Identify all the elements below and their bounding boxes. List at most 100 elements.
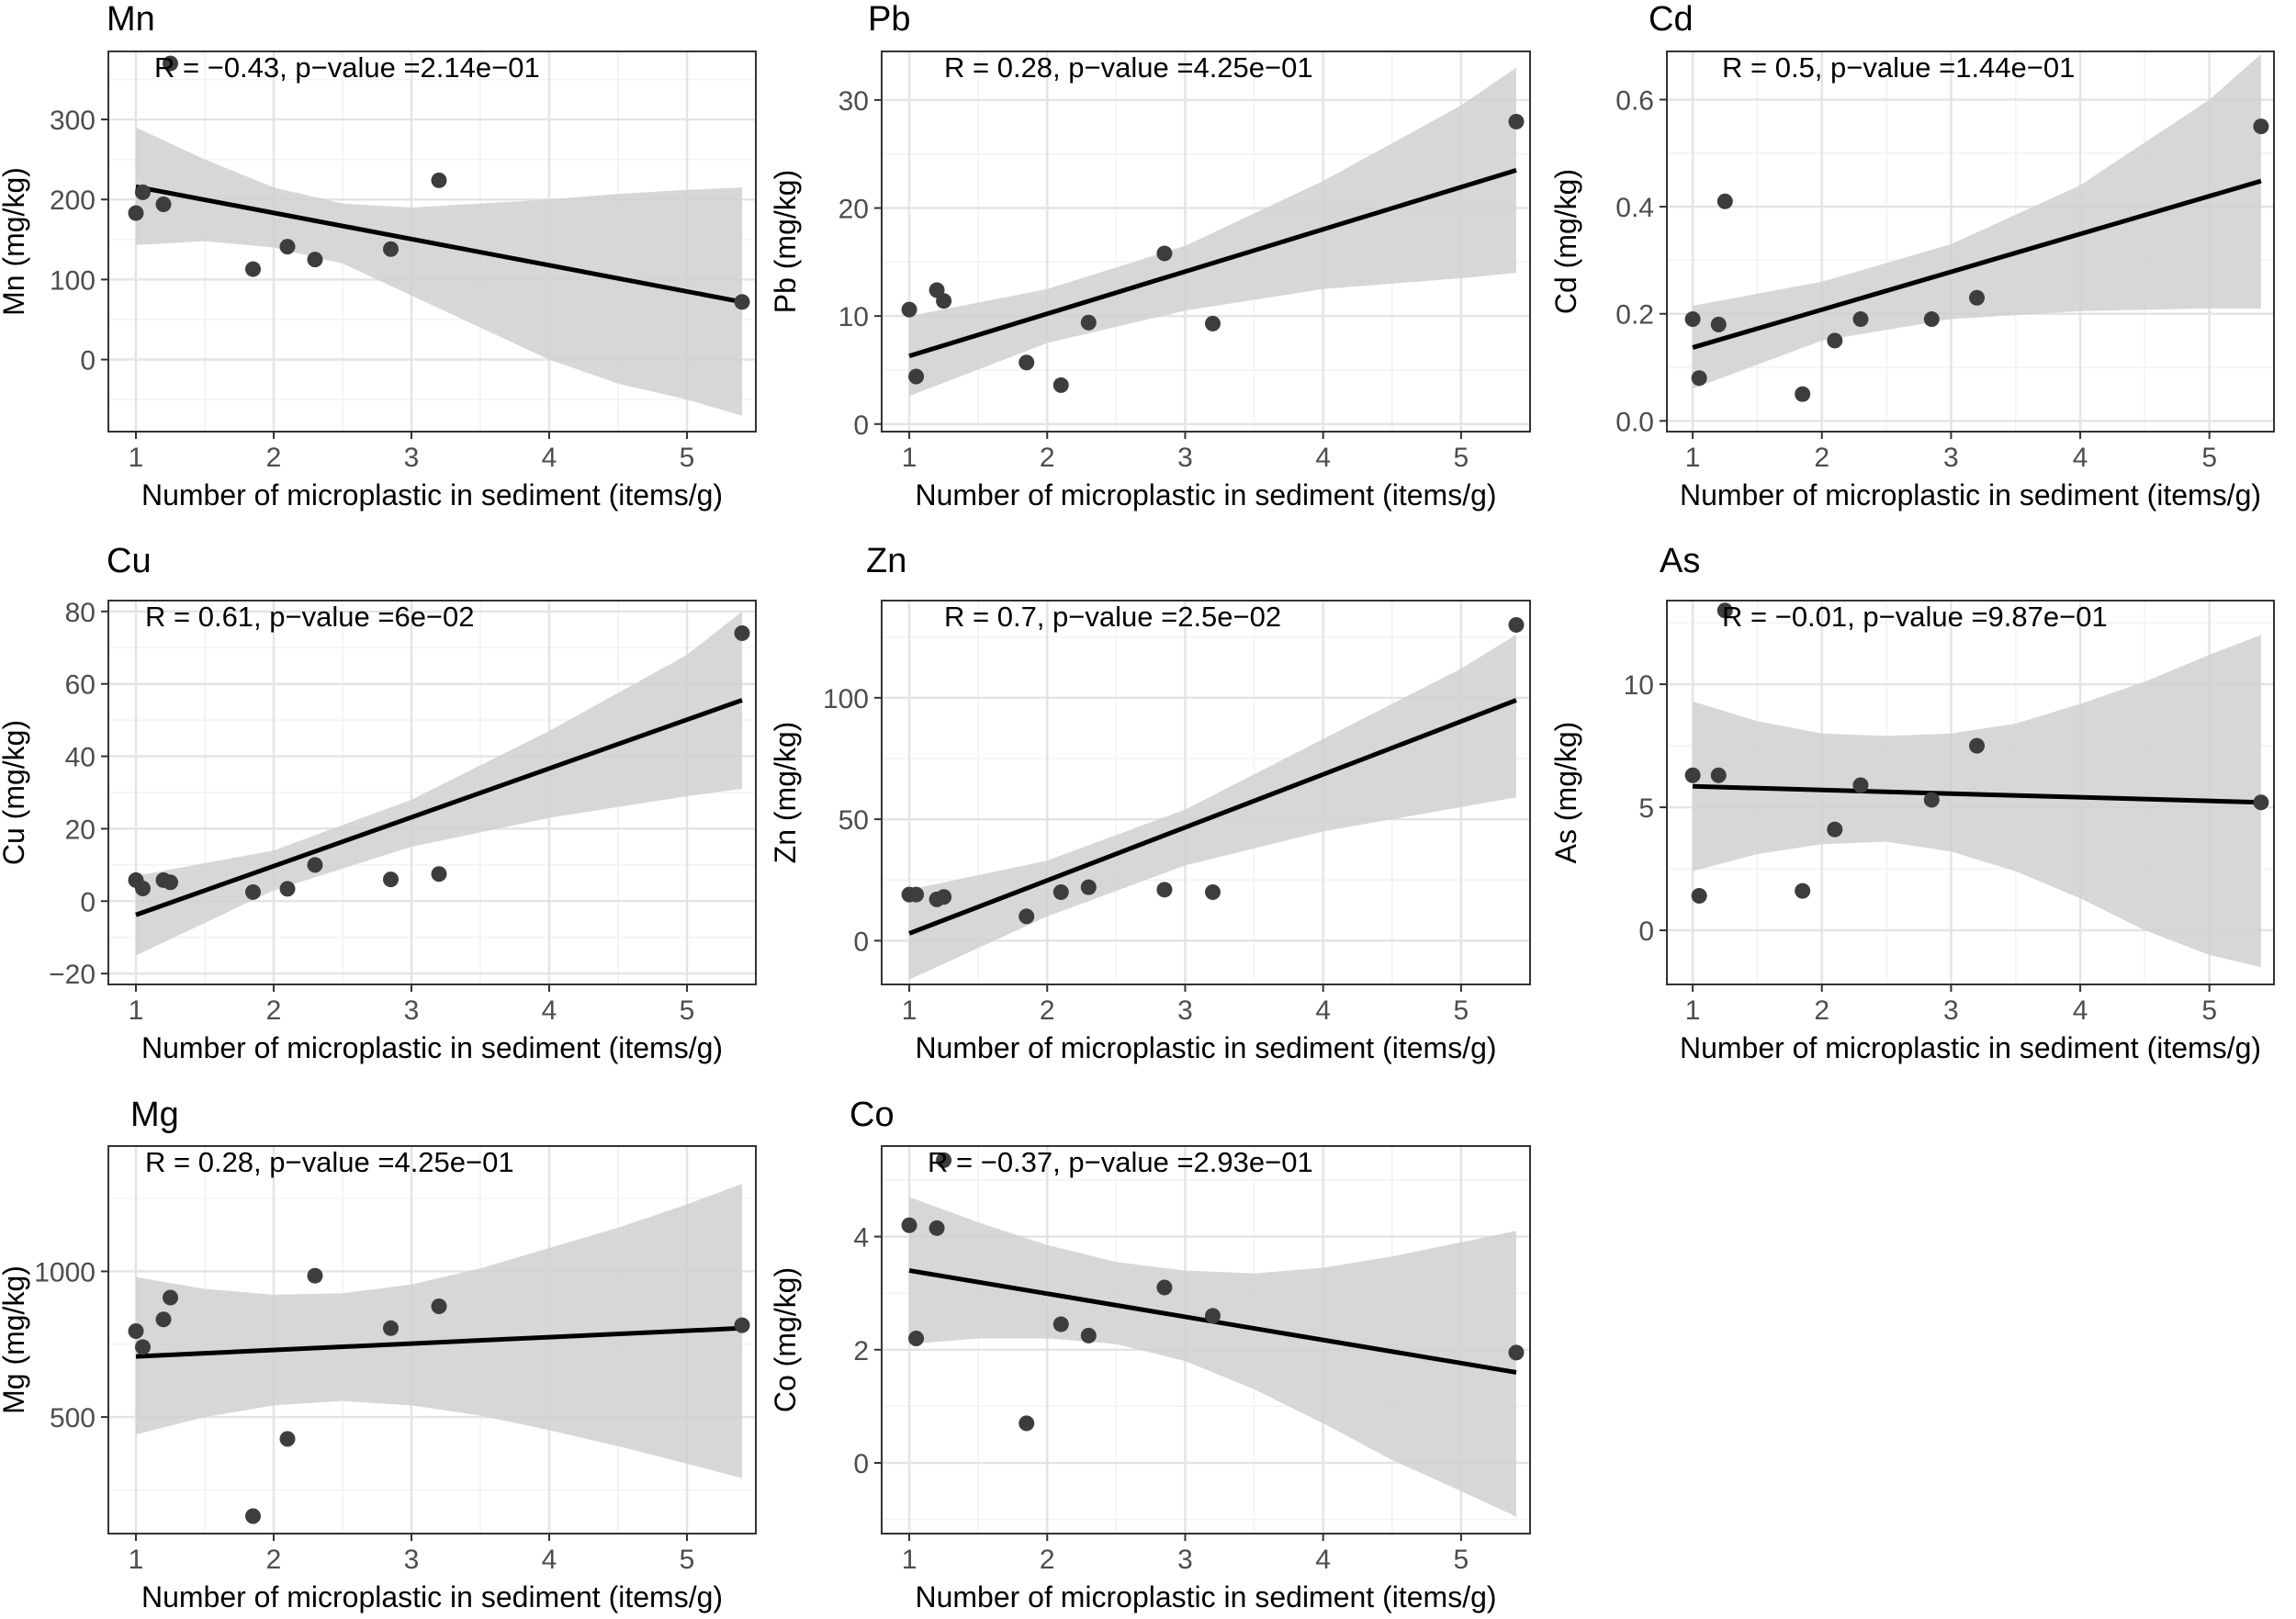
x-tick-label: 4 xyxy=(2073,995,2088,1026)
confidence-band xyxy=(136,1184,742,1478)
data-point xyxy=(155,196,172,212)
data-point xyxy=(1052,883,1069,900)
data-point xyxy=(908,368,925,385)
confidence-band xyxy=(1693,635,2261,968)
data-point xyxy=(929,1220,945,1236)
data-point xyxy=(163,874,178,891)
x-tick-label: 2 xyxy=(266,1545,282,1575)
data-point xyxy=(1684,767,1701,783)
plot-frame xyxy=(107,51,757,433)
regression-line xyxy=(908,698,1517,936)
x-axis-label: Number of microplastic in sediment (item… xyxy=(915,478,1496,512)
data-point xyxy=(936,889,952,905)
y-tick-label: 0 xyxy=(853,410,869,441)
plot-frame xyxy=(1666,51,2275,433)
data-point xyxy=(1852,777,1869,793)
data-point xyxy=(2253,794,2269,811)
data-point xyxy=(431,1299,447,1315)
data-point xyxy=(431,866,447,883)
data-point xyxy=(2253,118,2269,135)
data-point xyxy=(734,1317,750,1333)
correlation-annotation: R = 0.5, p−value =1.44e−01 xyxy=(1722,51,2075,84)
x-tick-label: 3 xyxy=(1177,443,1193,473)
data-point xyxy=(1923,792,1940,808)
data-point xyxy=(1052,1316,1069,1332)
x-axis-label: Number of microplastic in sediment (item… xyxy=(915,1580,1496,1613)
data-point xyxy=(279,881,296,897)
x-tick-label: 5 xyxy=(680,995,695,1026)
data-point xyxy=(163,55,178,72)
data-point xyxy=(383,241,399,257)
x-tick-label: 5 xyxy=(2201,995,2217,1026)
data-point xyxy=(307,1267,323,1284)
y-tick-label: 20 xyxy=(838,195,869,225)
data-point xyxy=(279,1431,296,1447)
y-tick-label: 0 xyxy=(853,1449,869,1479)
x-tick-label: 2 xyxy=(1814,995,1829,1026)
data-point xyxy=(1852,311,1869,328)
data-point xyxy=(1080,879,1097,895)
y-tick-label: 500 xyxy=(50,1403,96,1433)
data-point xyxy=(155,1311,172,1328)
panel-title-cu: Cu xyxy=(107,542,152,580)
correlation-annotation: R = −0.37, p−value =2.93e−01 xyxy=(928,1146,1313,1178)
y-tick-label: 60 xyxy=(65,670,96,701)
y-tick-label: 10 xyxy=(838,302,869,332)
confidence-band xyxy=(909,1197,1516,1517)
confidence-band xyxy=(909,67,1516,397)
data-point xyxy=(1205,1308,1221,1324)
correlation-annotation: R = −0.43, p−value =2.14e−01 xyxy=(154,51,540,84)
x-tick-label: 4 xyxy=(542,1545,557,1575)
y-tick-label: 100 xyxy=(50,265,96,296)
data-point xyxy=(1716,602,1733,619)
y-tick-label: 0 xyxy=(80,346,96,377)
panel-title-zn: Zn xyxy=(866,542,907,580)
data-point xyxy=(1710,767,1727,783)
x-tick-label: 3 xyxy=(404,1545,420,1575)
data-point xyxy=(279,239,296,255)
correlation-annotation: R = 0.28, p−value =4.25e−01 xyxy=(145,1146,514,1178)
x-tick-label: 2 xyxy=(266,995,282,1026)
y-axis-label: Co (mg/kg) xyxy=(769,1267,802,1412)
x-axis-label: Number of microplastic in sediment (item… xyxy=(141,1031,723,1064)
confidence-band xyxy=(136,127,742,416)
x-tick-label: 2 xyxy=(1040,1545,1055,1575)
panel-title-pb: Pb xyxy=(868,0,911,39)
x-axis-label: Number of microplastic in sediment (item… xyxy=(1680,478,2261,512)
x-tick-label: 3 xyxy=(1943,995,1959,1026)
correlation-annotation: R = 0.7, p−value =2.5e−02 xyxy=(944,601,1281,633)
data-point xyxy=(1052,377,1069,393)
data-point xyxy=(128,1322,144,1339)
data-point xyxy=(163,1289,178,1306)
data-point xyxy=(245,883,261,900)
data-point xyxy=(1080,314,1097,331)
y-tick-label: −20 xyxy=(49,960,96,990)
data-point xyxy=(1205,315,1221,332)
x-tick-label: 1 xyxy=(902,1545,917,1575)
data-point xyxy=(1716,193,1733,209)
data-point xyxy=(1019,354,1035,371)
plot-frame xyxy=(881,51,1531,433)
x-tick-label: 3 xyxy=(404,443,420,473)
x-tick-label: 3 xyxy=(404,995,420,1026)
data-point xyxy=(307,252,323,268)
data-point xyxy=(1969,737,1986,754)
y-tick-label: 200 xyxy=(50,186,96,216)
data-point xyxy=(383,871,399,888)
x-tick-label: 3 xyxy=(1177,1545,1193,1575)
data-point xyxy=(1691,888,1707,905)
panel-title-co: Co xyxy=(850,1096,895,1134)
data-point xyxy=(245,1508,261,1524)
x-tick-label: 5 xyxy=(2201,443,2217,473)
y-axis-label: As (mg/kg) xyxy=(1549,722,1582,864)
x-tick-label: 2 xyxy=(1040,443,1055,473)
y-tick-label: 30 xyxy=(838,86,869,117)
data-point xyxy=(734,624,750,641)
data-point xyxy=(1710,316,1727,332)
x-tick-label: 5 xyxy=(1454,995,1469,1026)
x-tick-label: 1 xyxy=(129,1545,144,1575)
data-point xyxy=(1508,113,1525,129)
